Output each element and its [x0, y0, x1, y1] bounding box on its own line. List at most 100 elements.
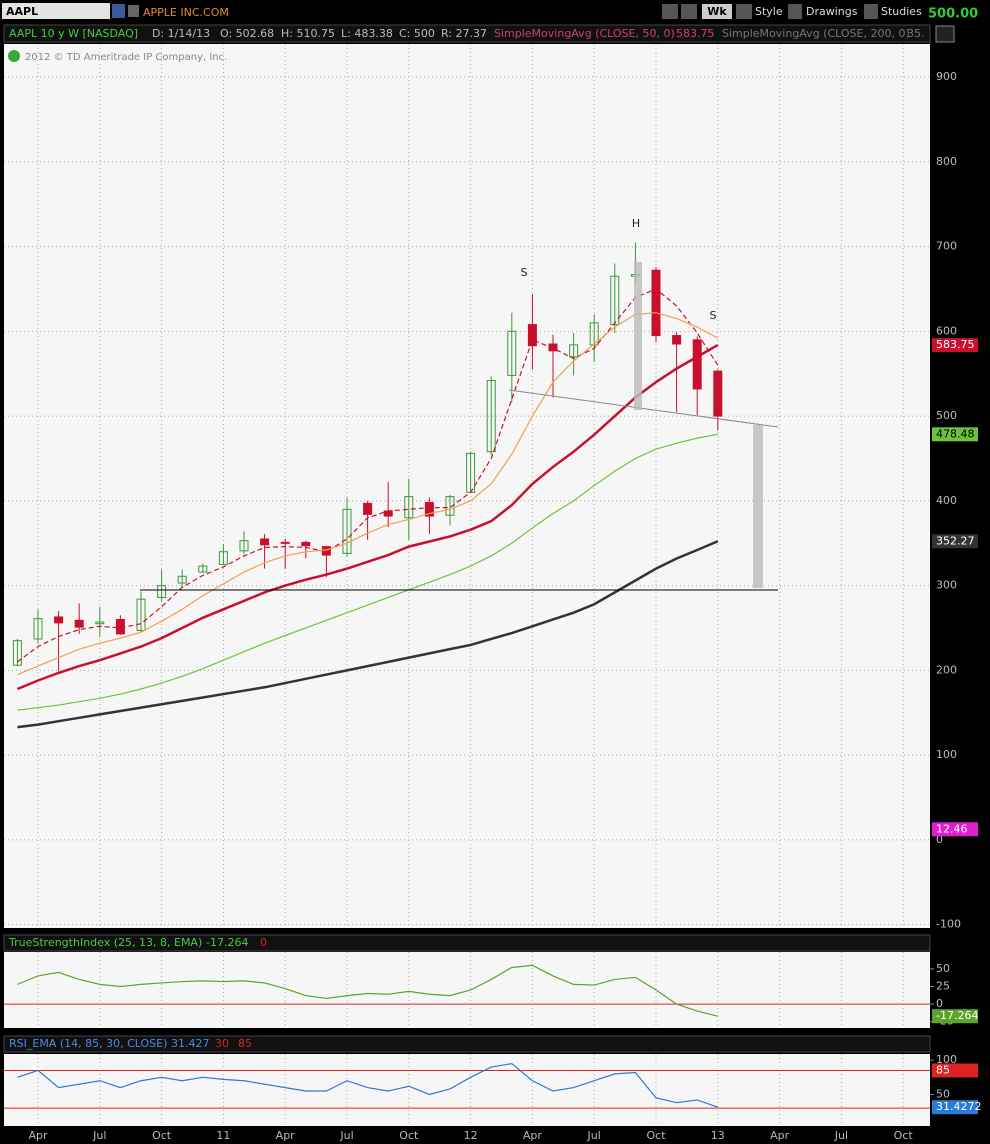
series-line [17, 433, 718, 711]
studies-icon[interactable] [864, 4, 878, 19]
info-bar [3, 24, 931, 43]
chart-type-icon[interactable] [736, 4, 752, 19]
studies-button[interactable]: Studies [881, 5, 922, 18]
candle-body [12, 640, 22, 666]
aggregation-button[interactable] [702, 4, 732, 19]
annotation: S [521, 266, 528, 279]
series-line [17, 288, 719, 663]
candle-body [404, 496, 414, 519]
candle-body [74, 619, 84, 628]
y-tick-label: 100 [936, 1053, 957, 1066]
candle-body [610, 275, 620, 326]
tool-icon[interactable] [662, 4, 678, 19]
candle-body [589, 322, 599, 346]
study-name: TrueStrengthIndex (25, 13, 8, EMA) [8, 936, 202, 949]
info-icon[interactable] [8, 50, 20, 62]
candle-body [342, 508, 352, 554]
price-box-label: 352.27 [936, 534, 975, 547]
y-tick-label: 700 [936, 240, 957, 253]
tsi-plot [4, 952, 930, 1028]
x-tick-label: Oct [152, 1129, 172, 1142]
candle-body [115, 618, 125, 635]
last-price: 500.00 [928, 7, 978, 22]
symbol: AAPL [6, 5, 38, 18]
price-box-label: 478.48 [936, 427, 975, 440]
series-line [16, 344, 719, 691]
field: C: 500 [399, 27, 435, 40]
price-box-label: -17.264 [936, 1009, 978, 1022]
study-value: 35. [907, 27, 925, 40]
candle-body [198, 565, 208, 573]
price-box [932, 822, 978, 837]
study-name: RSI_EMA (14, 85, 30, CLOSE) [9, 1037, 167, 1050]
series-line [17, 964, 718, 1017]
price-box [932, 1009, 978, 1024]
candle-body [383, 510, 393, 517]
drawings-button[interactable]: Drawings [806, 5, 858, 18]
candle-body [672, 335, 682, 345]
candle-body [486, 379, 496, 453]
y-tick-label: 800 [936, 155, 957, 168]
symbol-input[interactable] [2, 3, 110, 19]
candle-body [651, 269, 661, 337]
x-tick-label: Jul [587, 1129, 601, 1142]
aggregation: Wk [707, 5, 727, 18]
study-name: SimpleMovingAvg (CLOSE, 50, 0) [494, 27, 675, 40]
annotation: S [710, 309, 717, 322]
measure-bar[interactable] [634, 262, 642, 410]
candle-body [239, 540, 249, 552]
x-tick-label: Oct [646, 1129, 666, 1142]
candle-body [548, 343, 558, 352]
neckline[interactable] [508, 389, 779, 428]
tool-icon[interactable] [681, 4, 697, 19]
field: H: 510.75 [281, 27, 335, 40]
x-tick-label: 12 [464, 1129, 478, 1142]
y-tick-label: 400 [936, 494, 957, 507]
x-tick-label: Apr [523, 1129, 543, 1142]
candle-body [363, 502, 373, 515]
candle-body [424, 502, 434, 517]
candle-body [95, 621, 105, 625]
level-label: 85 [238, 1037, 252, 1050]
y-tick-label: 600 [936, 324, 957, 337]
y-tick-label: 200 [936, 663, 957, 676]
x-tick-label: Apr [28, 1129, 48, 1142]
x-tick-label: Oct [399, 1129, 419, 1142]
candle-body [33, 618, 43, 640]
annotation: H [632, 217, 640, 230]
candle-body [218, 551, 228, 565]
price-box [932, 1063, 978, 1078]
price-box-label: 12.46 [936, 822, 968, 835]
x-tick-label: 13 [711, 1129, 725, 1142]
price-box [932, 427, 978, 442]
x-tick-label: 11 [216, 1129, 230, 1142]
y-tick-label: 900 [936, 70, 957, 83]
copyright: 2012 © TD Ameritrade IP Company, Inc. [25, 52, 227, 63]
level-label: 0 [260, 936, 267, 949]
candle-body [177, 575, 187, 584]
candle-body [507, 330, 517, 376]
candle-body [260, 538, 270, 546]
drawings-icon[interactable] [788, 4, 802, 19]
style-button[interactable]: Style [755, 5, 783, 18]
y-tick-label: 0 [936, 997, 943, 1010]
candle-body [527, 324, 537, 347]
expand-button[interactable] [935, 25, 955, 43]
field: R: 27.37 [441, 27, 487, 40]
link-icon[interactable] [128, 5, 139, 17]
field: L: 483.38 [341, 27, 393, 40]
study-value: 583.75 [676, 27, 715, 40]
x-tick-label: Jul [834, 1129, 848, 1142]
price-box-label: 583.75 [936, 338, 975, 351]
candle-body [569, 344, 579, 358]
study-value: -17.264 [206, 936, 248, 949]
target-bar[interactable] [753, 425, 763, 588]
rsi-plot [4, 1054, 930, 1126]
candle-body [445, 496, 455, 516]
symbol-dropdown[interactable] [112, 4, 125, 18]
series-line [17, 312, 719, 676]
price-box [932, 1100, 978, 1115]
price-box-label: 85 [936, 1063, 950, 1076]
x-tick-label: Apr [276, 1129, 296, 1142]
